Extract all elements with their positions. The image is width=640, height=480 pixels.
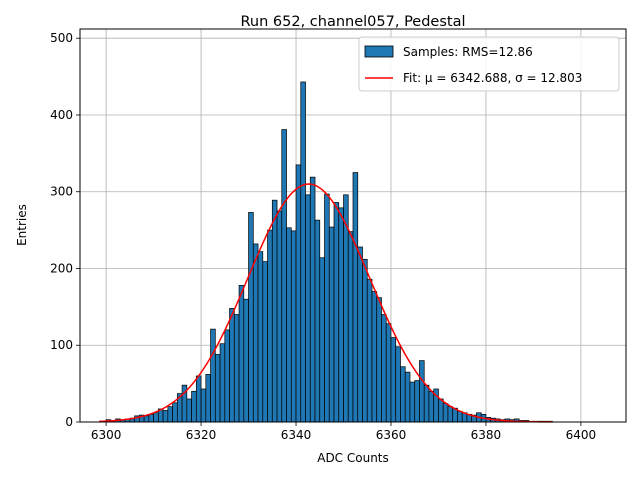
histogram-bar	[371, 291, 378, 423]
histogram-bar	[214, 354, 221, 423]
y-tick-label: 400	[50, 108, 73, 122]
histogram-bar	[366, 278, 373, 423]
histogram-bar	[300, 81, 306, 423]
histogram-bar	[257, 251, 264, 423]
histogram-bar	[200, 388, 207, 423]
y-tick-label: 0	[65, 415, 73, 429]
x-tick-label: 6300	[91, 428, 122, 442]
y-axis-label: Entries	[15, 204, 29, 246]
histogram-bar	[243, 298, 249, 423]
histogram-bar	[271, 199, 278, 423]
histogram-bar	[252, 243, 259, 423]
legend-fit-label: Fit: μ = 6342.688, σ = 12.803	[403, 71, 582, 85]
histogram-bar	[319, 257, 325, 423]
y-tick-label: 500	[50, 31, 73, 45]
legend-histogram-swatch	[364, 45, 394, 58]
fit-curve	[98, 183, 553, 423]
histogram-bar	[148, 413, 154, 423]
legend-histogram-label: Samples: RMS=12.86	[403, 45, 533, 59]
histogram-bar	[428, 390, 435, 423]
x-axis-ticks: 6300 6320 6340 6360 6380 6400	[91, 422, 596, 442]
chart-title: Run 652, channel057, Pedestal	[240, 14, 465, 30]
histogram-bar	[267, 229, 273, 423]
x-axis-label: ADC Counts	[317, 451, 389, 465]
y-axis-ticks: 0 100 200 300 400 500	[50, 31, 80, 429]
histogram-bar	[205, 374, 211, 423]
histogram-bar	[172, 402, 178, 423]
histogram-bar	[195, 375, 202, 423]
histogram-bar	[224, 329, 230, 423]
histogram-bar	[153, 412, 159, 423]
histogram-bar	[281, 129, 287, 423]
histogram-bar	[248, 212, 254, 423]
histogram-bar	[419, 360, 425, 423]
histogram-bar	[362, 258, 368, 423]
histogram-bar	[390, 337, 397, 423]
histogram-bar	[438, 398, 444, 423]
histogram-bar	[457, 410, 463, 423]
plot-frame	[79, 28, 627, 423]
histogram-bar	[324, 193, 330, 423]
histogram-bar	[328, 226, 335, 423]
histogram-bar	[186, 398, 192, 423]
histogram-bar	[404, 371, 411, 423]
histogram-bar	[290, 230, 297, 423]
histogram-bar	[376, 297, 382, 423]
histogram-bar	[442, 403, 449, 423]
histogram-bar	[347, 231, 354, 423]
histogram-bar	[191, 390, 197, 423]
x-tick-label: 6320	[186, 428, 217, 442]
x-tick-label: 6400	[566, 428, 597, 442]
legend-box	[358, 36, 620, 92]
histogram-bar	[385, 323, 392, 423]
legend: Samples: RMS=12.86 Fit: μ = 6342.688, σ …	[358, 36, 620, 92]
histogram-bar	[229, 308, 235, 423]
histogram-bar	[286, 227, 292, 423]
histogram-bar	[352, 172, 359, 423]
histogram-bar	[400, 366, 406, 423]
histogram-bar	[162, 410, 169, 423]
histogram-bar	[276, 210, 283, 423]
x-tick-label: 6340	[281, 428, 312, 442]
histogram-bar	[409, 381, 416, 423]
y-tick-label: 300	[50, 185, 73, 199]
histogram-bar	[414, 380, 420, 423]
histogram-bar	[219, 343, 226, 423]
x-tick-label: 6380	[471, 428, 502, 442]
histogram-bar	[167, 406, 173, 423]
y-tick-label: 100	[50, 338, 73, 352]
histogram-bar	[423, 384, 430, 423]
histogram-bar	[447, 406, 454, 423]
histogram-bar	[338, 207, 344, 423]
y-tick-label: 200	[50, 261, 73, 275]
histogram-bar	[238, 285, 245, 423]
histogram-bar	[309, 176, 316, 423]
histogram-bar	[210, 328, 216, 423]
histogram-bar	[262, 261, 268, 423]
histogram-bar	[295, 164, 302, 423]
histogram-bar	[333, 202, 340, 423]
histogram-bar	[357, 246, 363, 423]
histogram-bar	[381, 314, 387, 423]
histogram-bar	[233, 314, 240, 423]
histogram-bar	[305, 194, 311, 423]
histogram-bar	[143, 415, 150, 423]
histogram-bar	[395, 346, 401, 423]
histogram-bar	[314, 219, 321, 423]
x-tick-label: 6360	[376, 428, 407, 442]
